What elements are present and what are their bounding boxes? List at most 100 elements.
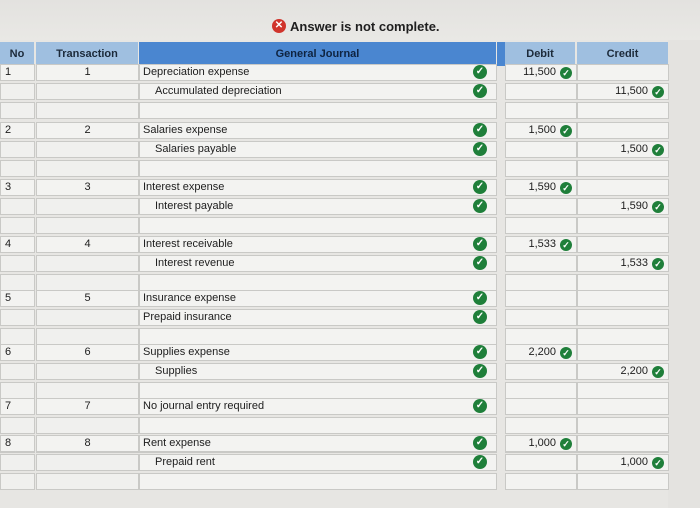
credit-input[interactable] xyxy=(577,435,669,452)
check-icon: ✓ xyxy=(473,345,487,359)
account-select[interactable] xyxy=(139,328,497,345)
no-cell: 2 xyxy=(0,122,35,139)
credit-input[interactable]: 1,500 ✓ xyxy=(577,141,669,158)
transaction-select[interactable]: 1 xyxy=(36,64,139,81)
debit-input[interactable] xyxy=(505,274,577,291)
check-icon: ✓ xyxy=(473,123,487,137)
debit-input[interactable] xyxy=(505,141,577,158)
account-select[interactable] xyxy=(139,274,497,291)
account-select[interactable]: Interest receivable xyxy=(139,236,497,253)
no-cell xyxy=(0,417,35,434)
header-general-journal: General Journal xyxy=(139,42,496,66)
status-text: Answer is not complete. xyxy=(290,18,440,34)
account-select[interactable] xyxy=(139,160,497,177)
check-icon: ✓ xyxy=(560,346,572,359)
credit-input[interactable] xyxy=(577,64,669,81)
header-no: No xyxy=(0,42,34,66)
credit-input[interactable] xyxy=(577,309,669,326)
debit-input[interactable] xyxy=(505,363,577,380)
credit-input[interactable] xyxy=(577,122,669,139)
account-select[interactable]: No journal entry required xyxy=(139,398,497,415)
credit-input[interactable] xyxy=(577,473,669,490)
credit-input[interactable] xyxy=(577,102,669,119)
credit-input[interactable] xyxy=(577,398,669,415)
debit-input[interactable] xyxy=(505,309,577,326)
transaction-select xyxy=(36,102,139,119)
account-select[interactable] xyxy=(139,102,497,119)
debit-input[interactable]: 1,500 ✓ xyxy=(505,122,577,139)
account-select[interactable]: Salaries expense xyxy=(139,122,497,139)
debit-input[interactable] xyxy=(505,198,577,215)
debit-input[interactable]: 1,000 ✓ xyxy=(505,435,577,452)
debit-input[interactable] xyxy=(505,217,577,234)
debit-input[interactable] xyxy=(505,417,577,434)
transaction-select[interactable]: 3 xyxy=(36,179,139,196)
credit-input[interactable] xyxy=(577,274,669,291)
debit-input[interactable]: 1,590 ✓ xyxy=(505,179,577,196)
check-icon: ✓ xyxy=(652,85,664,98)
debit-input[interactable] xyxy=(505,328,577,345)
debit-input[interactable] xyxy=(505,255,577,272)
transaction-select[interactable]: 7 xyxy=(36,398,139,415)
header-credit: Credit xyxy=(577,42,668,66)
debit-input[interactable] xyxy=(505,102,577,119)
debit-input[interactable] xyxy=(505,83,577,100)
credit-value: 1,533 xyxy=(620,257,648,269)
credit-input[interactable] xyxy=(577,160,669,177)
no-cell xyxy=(0,83,35,100)
account-name: Accumulated depreciation xyxy=(155,85,282,97)
transaction-select[interactable]: 8 xyxy=(36,435,139,452)
account-select[interactable]: Prepaid rent xyxy=(139,454,497,471)
account-select[interactable] xyxy=(139,382,497,399)
check-icon: ✓ xyxy=(473,256,487,270)
transaction-select xyxy=(36,160,139,177)
account-select[interactable]: Accumulated depreciation xyxy=(139,83,497,100)
check-icon: ✓ xyxy=(473,84,487,98)
debit-input[interactable] xyxy=(505,290,577,307)
debit-input[interactable] xyxy=(505,382,577,399)
account-select[interactable]: Depreciation expense xyxy=(139,64,497,81)
credit-input[interactable] xyxy=(577,236,669,253)
transaction-select[interactable]: 6 xyxy=(36,344,139,361)
header-transaction: Transaction xyxy=(36,42,138,66)
account-select[interactable]: Prepaid insurance xyxy=(139,309,497,326)
account-select[interactable]: Supplies expense xyxy=(139,344,497,361)
account-select[interactable]: Interest expense xyxy=(139,179,497,196)
account-select[interactable]: Salaries payable xyxy=(139,141,497,158)
credit-input[interactable]: 1,000 ✓ xyxy=(577,454,669,471)
debit-input[interactable] xyxy=(505,160,577,177)
account-select[interactable] xyxy=(139,417,497,434)
debit-value: 1,590 xyxy=(528,181,556,193)
account-select[interactable]: Insurance expense xyxy=(139,290,497,307)
account-select[interactable]: Supplies xyxy=(139,363,497,380)
transaction-select[interactable]: 5 xyxy=(36,290,139,307)
account-select[interactable] xyxy=(139,473,497,490)
credit-input[interactable] xyxy=(577,290,669,307)
account-select[interactable] xyxy=(139,217,497,234)
credit-input[interactable] xyxy=(577,344,669,361)
debit-input[interactable]: 2,200 ✓ xyxy=(505,344,577,361)
debit-input[interactable] xyxy=(505,473,577,490)
transaction-select[interactable]: 4 xyxy=(36,236,139,253)
credit-input[interactable] xyxy=(577,179,669,196)
account-select[interactable]: Rent expense xyxy=(139,435,497,452)
debit-input[interactable] xyxy=(505,454,577,471)
credit-value: 2,200 xyxy=(620,365,648,377)
account-select[interactable]: Interest revenue xyxy=(139,255,497,272)
account-name: Depreciation expense xyxy=(143,66,250,78)
no-cell: 8 xyxy=(0,435,35,452)
debit-input[interactable] xyxy=(505,398,577,415)
account-name: Salaries expense xyxy=(143,124,228,136)
credit-input[interactable]: 1,590 ✓ xyxy=(577,198,669,215)
credit-input[interactable] xyxy=(577,382,669,399)
transaction-select[interactable]: 2 xyxy=(36,122,139,139)
debit-input[interactable]: 11,500 ✓ xyxy=(505,64,577,81)
debit-input[interactable]: 1,533 ✓ xyxy=(505,236,577,253)
credit-input[interactable] xyxy=(577,417,669,434)
credit-input[interactable]: 11,500 ✓ xyxy=(577,83,669,100)
account-select[interactable]: Interest payable xyxy=(139,198,497,215)
credit-input[interactable] xyxy=(577,328,669,345)
credit-input[interactable] xyxy=(577,217,669,234)
credit-input[interactable]: 1,533 ✓ xyxy=(577,255,669,272)
credit-input[interactable]: 2,200 ✓ xyxy=(577,363,669,380)
